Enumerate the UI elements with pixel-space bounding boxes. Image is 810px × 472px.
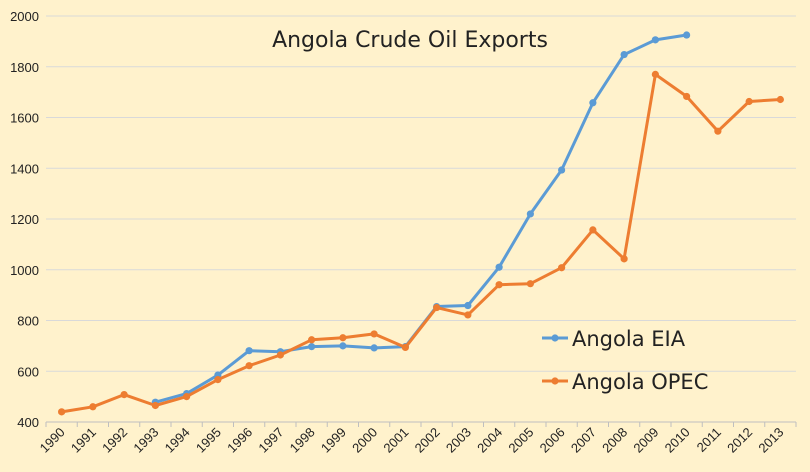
data-point (370, 344, 378, 352)
y-tick-label: 1400 (10, 161, 39, 176)
data-point (526, 280, 534, 288)
x-tick-label: 2003 (443, 425, 474, 456)
y-tick-label: 600 (17, 364, 39, 379)
x-tick-label: 1992 (99, 425, 130, 456)
x-tick-label: 1996 (224, 425, 255, 456)
data-point (401, 343, 409, 351)
data-point (339, 334, 347, 342)
x-tick-label: 2002 (412, 425, 443, 456)
data-point (308, 336, 316, 344)
gridlines (46, 15, 796, 423)
data-point (183, 393, 191, 401)
data-point (589, 99, 597, 107)
data-point (214, 376, 222, 384)
x-tick-label: 2005 (505, 425, 536, 456)
legend-label-0: Angola EIA (572, 327, 686, 351)
y-tick-label: 2000 (10, 9, 39, 24)
x-tick-label: 2000 (349, 425, 380, 456)
x-tick-label: 1990 (37, 425, 68, 456)
data-point (495, 281, 503, 289)
data-point (308, 343, 316, 351)
x-tick-label: 1997 (255, 425, 286, 456)
y-tick-label: 400 (17, 415, 39, 430)
x-tick-label: 2006 (537, 425, 568, 456)
x-tick-label: 2011 (694, 425, 724, 455)
data-point (651, 70, 659, 78)
data-point (683, 31, 691, 39)
data-point (245, 362, 253, 370)
x-tick-label: 1995 (193, 425, 224, 456)
data-point (464, 301, 472, 310)
x-tick-label: 2010 (662, 425, 693, 456)
legend-marker-0 (551, 334, 559, 342)
x-axis: 1990 1991 1992 1993 1994 1995 1996 1997 1998 1999… (37, 421, 797, 456)
x-tick-label: 1998 (287, 425, 318, 456)
x-tick-label: 2001 (380, 425, 411, 456)
x-tick-label: 2007 (568, 425, 599, 456)
data-point (495, 263, 503, 271)
legend-label-1: Angola OPEC (572, 370, 708, 394)
y-tick-label: 1600 (10, 111, 39, 126)
data-point (683, 92, 691, 101)
y-tick-label: 1800 (10, 60, 39, 75)
data-point (245, 347, 253, 355)
data-point (370, 330, 378, 338)
data-point (558, 166, 566, 174)
data-point (151, 401, 159, 410)
y-tick-label: 1000 (10, 263, 39, 278)
data-point (120, 390, 128, 399)
data-point (58, 408, 66, 416)
y-tick-label: 800 (17, 314, 39, 329)
x-tick-label: 2008 (599, 425, 630, 456)
data-point (776, 95, 784, 104)
data-point (714, 127, 722, 135)
x-tick-label: 2013 (755, 425, 786, 456)
x-tick-label: 1993 (130, 425, 161, 456)
data-point (433, 303, 441, 312)
y-tick-label: 1200 (10, 212, 39, 227)
data-point (651, 36, 659, 44)
data-point (276, 351, 284, 359)
data-point (89, 403, 97, 411)
x-tick-label: 2012 (724, 425, 755, 456)
data-point (526, 210, 534, 218)
data-point (589, 226, 597, 234)
data-point (339, 342, 347, 350)
x-tick-label: 2009 (630, 425, 661, 456)
data-point (745, 97, 753, 106)
legend: Angola EIA Angola OPEC (542, 327, 708, 394)
series-line-1 (60, 72, 782, 414)
legend-marker-1 (551, 377, 559, 385)
x-tick-label: 1999 (318, 425, 349, 456)
data-point (620, 255, 628, 263)
data-point (620, 50, 628, 59)
data-point (464, 311, 472, 319)
chart-title: Angola Crude Oil Exports (272, 28, 548, 53)
x-tick-label: 1991 (68, 425, 99, 456)
data-point (558, 264, 566, 272)
x-tick-label: 2004 (474, 425, 505, 456)
x-tick-label: 1994 (162, 425, 193, 456)
series (58, 31, 784, 416)
y-axis: 400 600 800 1000 1200 1400 1600 1800 2000 (10, 9, 39, 430)
